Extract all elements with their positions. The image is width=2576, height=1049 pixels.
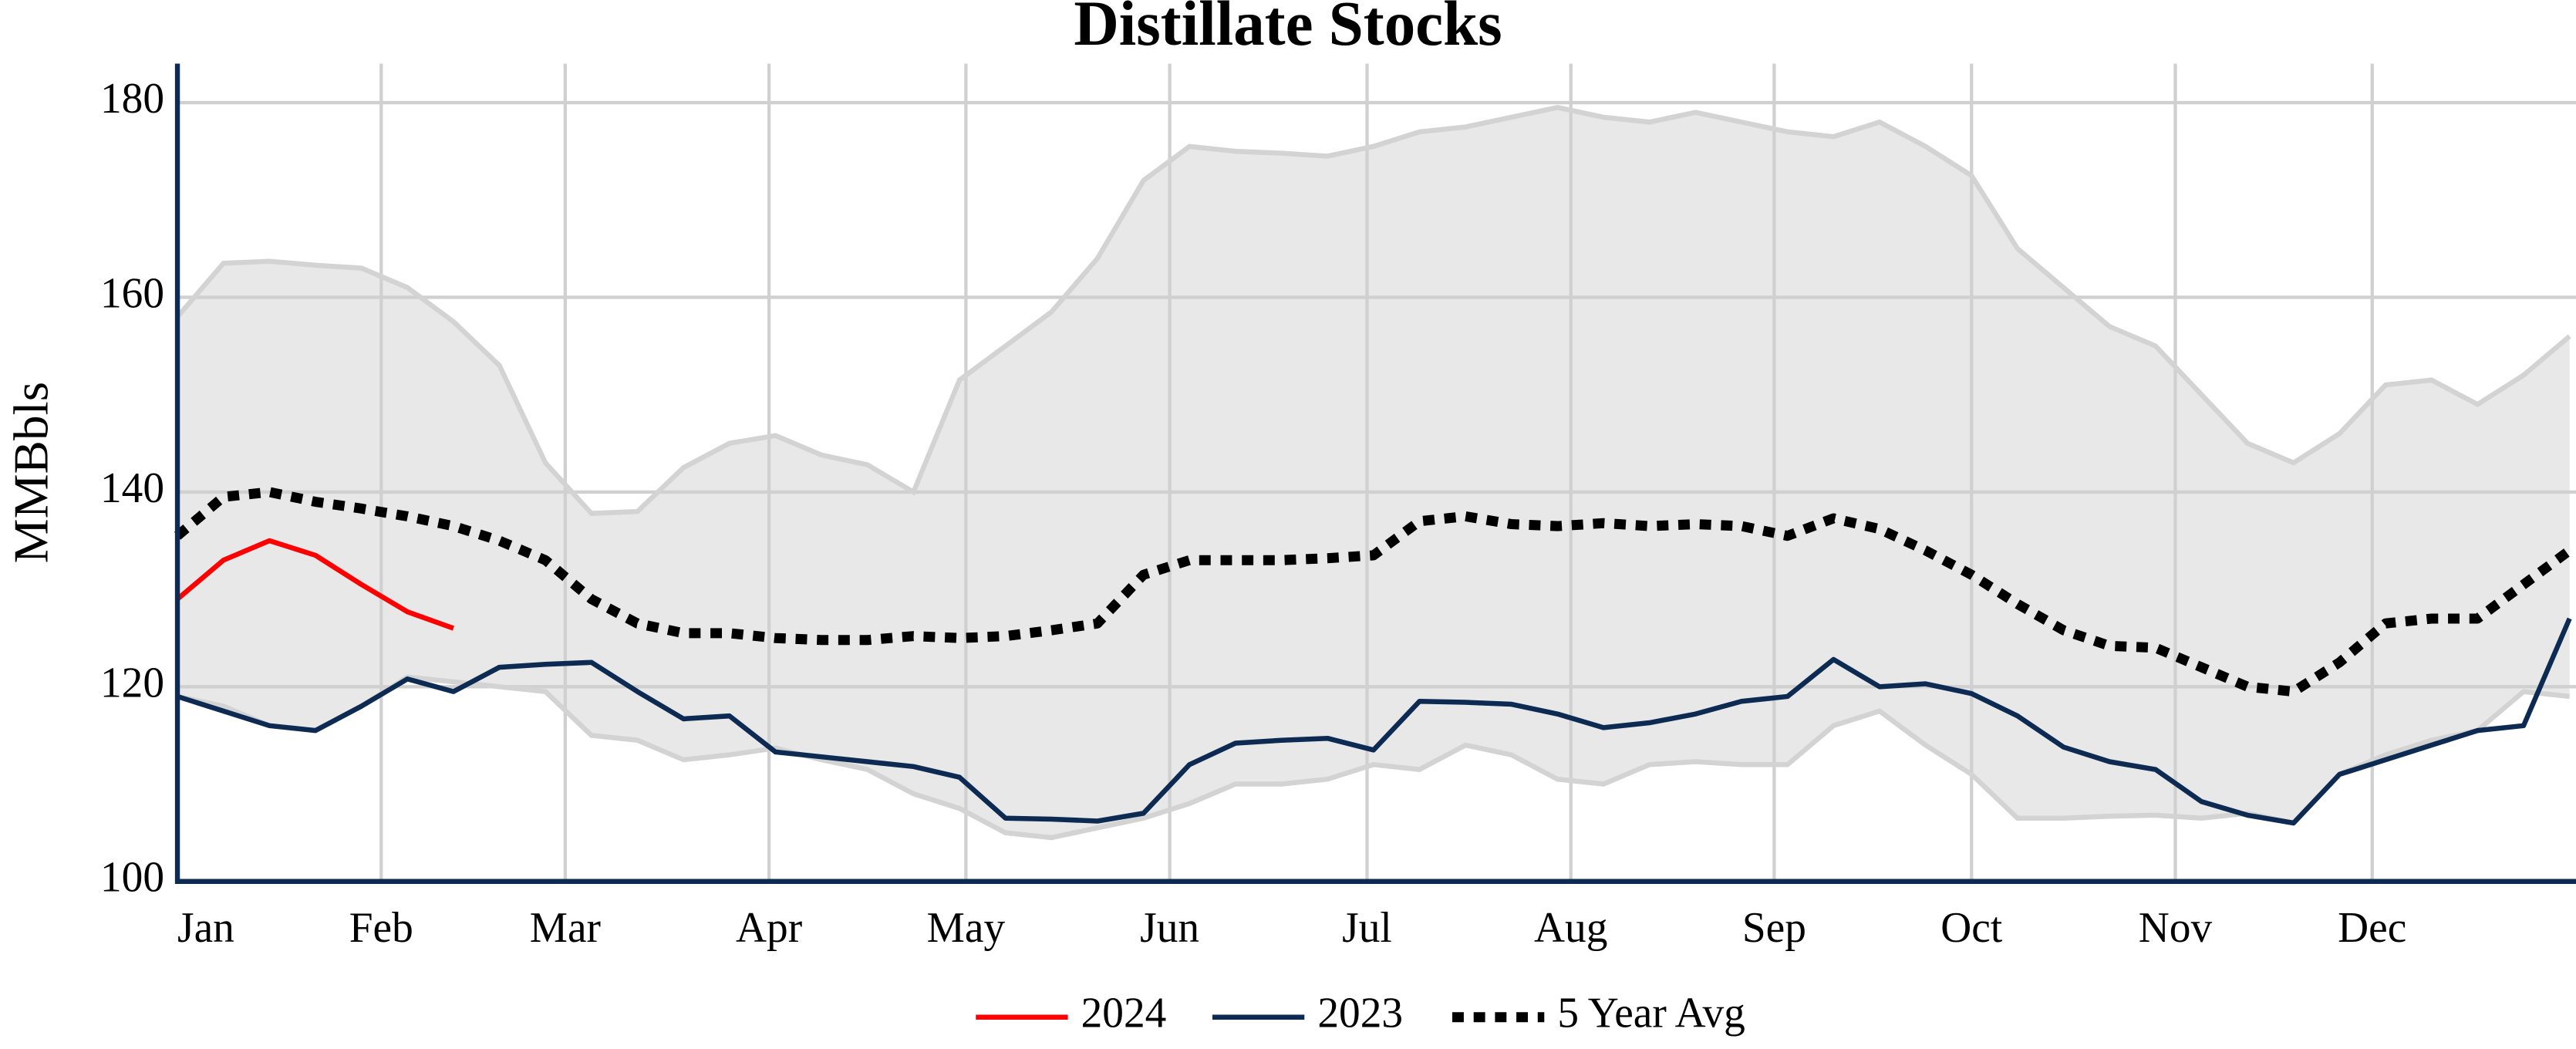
range-edge (175, 105, 2571, 516)
series-line (174, 487, 2573, 697)
x-tick-label: Oct (1940, 903, 2002, 952)
series-line (176, 538, 454, 631)
x-tick-label: May (927, 903, 1006, 952)
y-axis-label: MMBbls (3, 382, 58, 563)
legend-label: 2024 (1081, 989, 1167, 1037)
y-tick-label: 100 (100, 853, 164, 902)
range-band (177, 107, 2570, 838)
y-tick-label: 180 (100, 75, 164, 123)
y-tick-label: 160 (100, 269, 164, 318)
range-edge (177, 674, 2570, 841)
x-tick-label: Jul (1342, 903, 1392, 952)
x-tick-label: Feb (349, 903, 413, 952)
y-tick-label: 140 (100, 464, 164, 512)
x-tick-label: Jun (1140, 903, 1199, 952)
chart-title: Distillate Stocks (1074, 0, 1502, 59)
x-tick-label: Mar (530, 903, 602, 952)
legend-label: 5 Year Avg (1557, 989, 1745, 1037)
x-tick-label: Nov (2139, 903, 2212, 952)
x-tick-label: Aug (1534, 903, 1607, 952)
x-tick-label: Jan (177, 903, 234, 952)
legend-label: 2023 (1317, 989, 1403, 1037)
y-tick-label: 120 (100, 659, 164, 707)
x-tick-label: Dec (2338, 903, 2406, 952)
x-tick-label: Sep (1742, 903, 1806, 952)
series-line (177, 617, 2572, 826)
x-tick-label: Apr (736, 903, 802, 952)
